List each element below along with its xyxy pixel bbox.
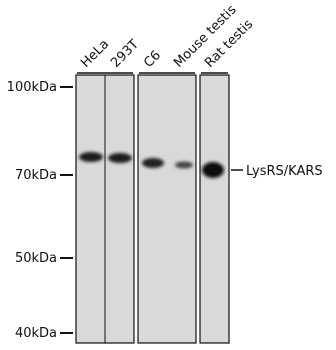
marker-label: 50kDa bbox=[15, 251, 57, 266]
band bbox=[202, 162, 224, 178]
band bbox=[175, 161, 193, 169]
blot-panel bbox=[137, 74, 197, 344]
marker-label: 100kDa bbox=[7, 80, 57, 95]
marker-label: 70kDa bbox=[15, 168, 57, 183]
bands bbox=[79, 152, 224, 178]
band bbox=[142, 158, 164, 168]
band bbox=[108, 153, 132, 163]
lane-label: C6 bbox=[141, 48, 164, 71]
band-label: LysRS/KARS bbox=[246, 164, 323, 179]
marker-label: 40kDa bbox=[15, 326, 57, 341]
lane-label: 293T bbox=[108, 37, 142, 71]
band bbox=[79, 152, 103, 162]
blot-panel bbox=[199, 74, 230, 344]
lane-label: HeLa bbox=[78, 37, 112, 71]
